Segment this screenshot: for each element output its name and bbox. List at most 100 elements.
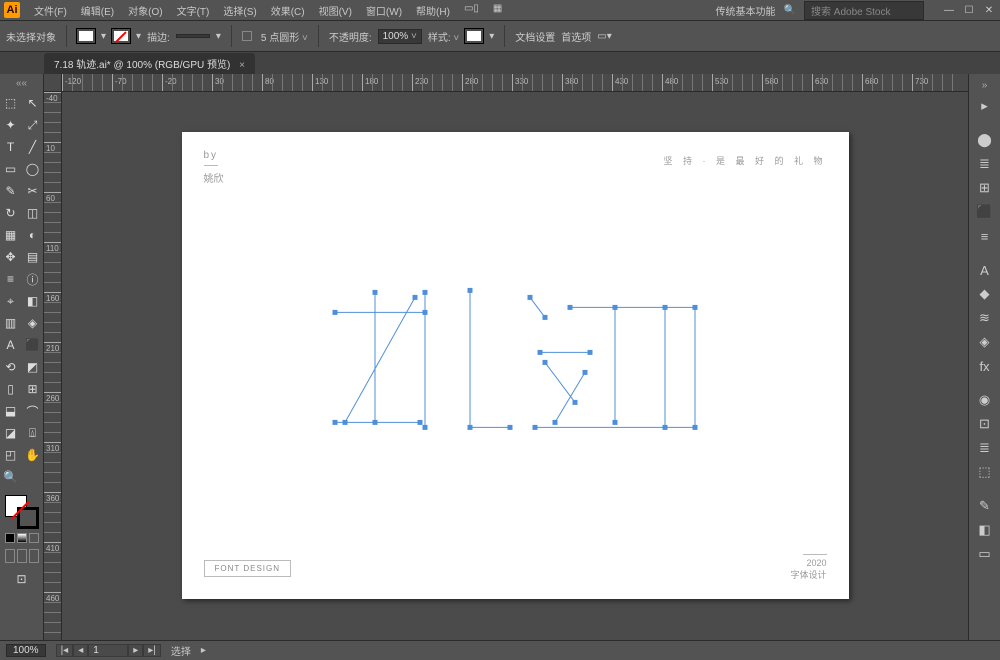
- panel-icon-14[interactable]: ⬚: [973, 460, 997, 484]
- panels-collapse-icon[interactable]: »: [969, 78, 1000, 93]
- tool-33[interactable]: ✋: [23, 445, 43, 465]
- tools-collapse-icon[interactable]: ««: [0, 76, 43, 91]
- nav-prev[interactable]: ◂: [73, 644, 88, 657]
- artboard[interactable]: by 姚欣 坚 持 · 是 最 好 的 礼 物 FONT DESIGN 2020…: [182, 132, 849, 599]
- tool-9[interactable]: ✂: [23, 181, 43, 201]
- menu-select[interactable]: 选择(S): [217, 1, 262, 20]
- tool-8[interactable]: ✎: [1, 181, 21, 201]
- tool-27[interactable]: ⊞: [23, 379, 43, 399]
- tool-17[interactable]: ⓘ: [23, 269, 43, 289]
- tool-2[interactable]: ✦: [1, 115, 21, 135]
- ruler-horizontal[interactable]: -120-70-20308013018023028033038043048053…: [62, 74, 968, 92]
- window-maximize[interactable]: ☐: [962, 5, 976, 16]
- panel-icon-9[interactable]: ◈: [973, 330, 997, 354]
- menu-edit[interactable]: 编辑(E): [75, 1, 120, 20]
- window-close[interactable]: ✕: [982, 5, 996, 16]
- tool-23[interactable]: ⬛: [23, 335, 43, 355]
- panel-icon-11[interactable]: ◉: [973, 388, 997, 412]
- nav-first[interactable]: |◂: [56, 644, 74, 657]
- tool-32[interactable]: ◰: [1, 445, 21, 465]
- document-tab[interactable]: 7.18 轨迹.ai* @ 100% (RGB/GPU 预览) ×: [44, 53, 255, 74]
- menu-effect[interactable]: 效果(C): [265, 1, 311, 20]
- stroke-weight-input[interactable]: [176, 34, 210, 38]
- panel-icon-4[interactable]: ⬛: [973, 200, 997, 224]
- tool-4[interactable]: T: [1, 137, 21, 157]
- screen-mode-icon[interactable]: ⊡: [12, 569, 32, 589]
- align-icon[interactable]: ▭▾: [597, 31, 611, 42]
- tool-25[interactable]: ◩: [23, 357, 43, 377]
- tool-21[interactable]: ◈: [23, 313, 43, 333]
- tool-12[interactable]: ▦: [1, 225, 21, 245]
- menu-object[interactable]: 对象(O): [122, 1, 168, 20]
- panel-icon-0[interactable]: ▸: [973, 94, 997, 118]
- style-swatch[interactable]: [465, 29, 483, 43]
- panel-icon-1[interactable]: ⬤: [973, 128, 997, 152]
- menu-help[interactable]: 帮助(H): [410, 1, 456, 20]
- draw-behind[interactable]: [17, 549, 27, 563]
- tool-22[interactable]: A: [1, 335, 21, 355]
- tool-11[interactable]: ◫: [23, 203, 43, 223]
- stroke-swatch[interactable]: [112, 29, 130, 43]
- tab-close-icon[interactable]: ×: [239, 60, 245, 71]
- menu-layout-icon[interactable]: ▭▯: [458, 1, 485, 20]
- color-none[interactable]: [29, 533, 39, 543]
- panel-icon-6[interactable]: A: [973, 258, 997, 282]
- tool-10[interactable]: ↻: [1, 203, 21, 223]
- stroke-color[interactable]: [17, 507, 39, 529]
- canvas-viewport[interactable]: by 姚欣 坚 持 · 是 最 好 的 礼 物 FONT DESIGN 2020…: [62, 92, 968, 640]
- fill-stroke-control[interactable]: [5, 495, 39, 529]
- panel-icon-3[interactable]: ⊞: [973, 176, 997, 200]
- vector-artwork[interactable]: [315, 272, 715, 452]
- brush-preset[interactable]: 5 点圆形: [261, 29, 308, 44]
- workspace-switcher[interactable]: 传统基本功能: [716, 3, 776, 18]
- menu-view[interactable]: 视图(V): [313, 1, 358, 20]
- panel-icon-13[interactable]: ≣: [973, 436, 997, 460]
- tool-18[interactable]: ⌖: [1, 291, 21, 311]
- zoom-field[interactable]: 100%: [6, 644, 46, 657]
- opacity-input[interactable]: 100%: [378, 29, 422, 44]
- tool-1[interactable]: ↖: [23, 93, 43, 113]
- nav-index[interactable]: 1: [88, 644, 128, 657]
- panel-icon-2[interactable]: ≣: [973, 152, 997, 176]
- tool-5[interactable]: ╱: [23, 137, 43, 157]
- style-label[interactable]: 样式:: [428, 29, 459, 44]
- ruler-vertical[interactable]: -401060110160210260310360410460510: [44, 92, 62, 640]
- draw-normal[interactable]: [5, 549, 15, 563]
- preferences-button[interactable]: 首选项: [561, 29, 591, 44]
- tool-26[interactable]: ▯: [1, 379, 21, 399]
- nav-last[interactable]: ▸|: [143, 644, 161, 657]
- tool-0[interactable]: ⬚: [1, 93, 21, 113]
- tool-14[interactable]: ✥: [1, 247, 21, 267]
- tool-6[interactable]: ▭: [1, 159, 21, 179]
- panel-icon-7[interactable]: ◆: [973, 282, 997, 306]
- panel-icon-5[interactable]: ≡: [973, 224, 997, 248]
- doc-setup-button[interactable]: 文档设置: [515, 29, 555, 44]
- tool-19[interactable]: ◧: [23, 291, 43, 311]
- panel-icon-15[interactable]: ✎: [973, 494, 997, 518]
- fill-swatch[interactable]: [77, 29, 95, 43]
- tool-30[interactable]: ◪: [1, 423, 21, 443]
- menu-file[interactable]: 文件(F): [28, 1, 73, 20]
- panel-icon-16[interactable]: ◧: [973, 518, 997, 542]
- tool-28[interactable]: ⬓: [1, 401, 21, 421]
- status-menu-icon[interactable]: ▸: [201, 645, 206, 656]
- panel-icon-12[interactable]: ⊡: [973, 412, 997, 436]
- color-solid[interactable]: [5, 533, 15, 543]
- menu-type[interactable]: 文字(T): [171, 1, 216, 20]
- tool-20[interactable]: ▥: [1, 313, 21, 333]
- nav-next[interactable]: ▸: [128, 644, 143, 657]
- tool-16[interactable]: ≡: [1, 269, 21, 289]
- panel-icon-17[interactable]: ▭: [973, 542, 997, 566]
- panel-icon-8[interactable]: ≋: [973, 306, 997, 330]
- panel-icon-10[interactable]: fx: [973, 354, 997, 378]
- tool-31[interactable]: ⍍: [23, 423, 43, 443]
- draw-inside[interactable]: [29, 549, 39, 563]
- tool-29[interactable]: ⌒: [23, 401, 43, 421]
- tool-15[interactable]: ▤: [23, 247, 43, 267]
- tool-34[interactable]: 🔍: [1, 467, 21, 487]
- menu-window[interactable]: 窗口(W): [360, 1, 408, 20]
- tool-7[interactable]: ◯: [23, 159, 43, 179]
- menu-bridge-icon[interactable]: ▦: [487, 1, 508, 20]
- tool-13[interactable]: ◐: [23, 225, 43, 245]
- ruler-origin[interactable]: [44, 74, 62, 92]
